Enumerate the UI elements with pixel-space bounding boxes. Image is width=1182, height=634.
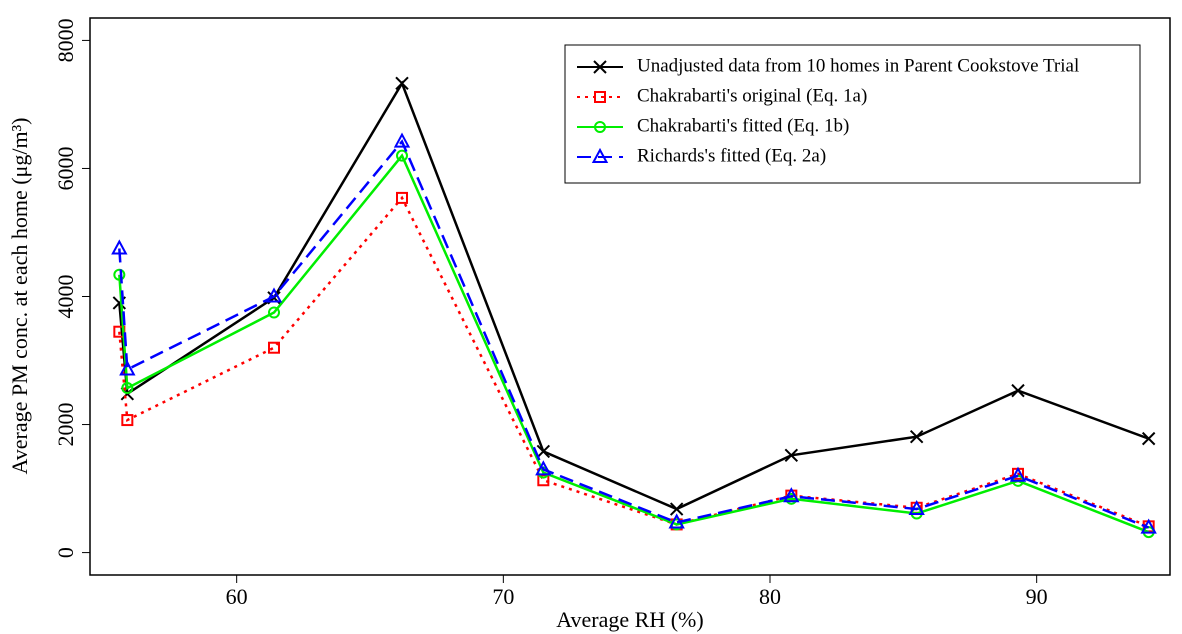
y-tick-label: 6000: [53, 146, 78, 190]
marker: [594, 121, 606, 133]
marker: [1009, 466, 1027, 482]
y-tick-label: 8000: [53, 18, 78, 62]
marker: [121, 382, 134, 395]
marker: [1141, 431, 1156, 446]
legend-label: Richards's fitted (Eq. 2a): [637, 145, 826, 166]
legend: Unadjusted data from 10 homes in Parent …: [564, 44, 1141, 184]
marker: [593, 60, 607, 74]
marker: [535, 460, 552, 476]
y-axis-label: Average PM conc. at each home (μg/m³): [7, 117, 32, 474]
y-tick-label: 2000: [53, 403, 78, 447]
marker: [393, 132, 411, 148]
marker: [119, 360, 136, 376]
legend-label: Chakrabarti's fitted (Eq. 1b): [637, 115, 849, 136]
marker: [396, 149, 408, 162]
marker: [1140, 518, 1157, 534]
marker: [395, 76, 409, 91]
marker: [113, 268, 126, 281]
legend-label: Unadjusted data from 10 homes in Parent …: [637, 55, 1079, 76]
marker: [669, 502, 684, 516]
y-tick-label: 0: [53, 547, 78, 558]
series-line: [118, 153, 1150, 534]
marker: [268, 306, 280, 319]
marker: [908, 499, 925, 516]
marker: [591, 147, 609, 163]
x-tick-label: 90: [1026, 584, 1048, 609]
marker: [783, 487, 800, 503]
marker: [111, 239, 128, 255]
series-line: [118, 195, 1150, 528]
x-tick-label: 70: [492, 584, 514, 609]
marker: [268, 341, 280, 354]
series-line: [118, 80, 1150, 511]
x-tick-label: 60: [226, 584, 248, 609]
x-tick-label: 80: [759, 584, 781, 609]
y-tick-label: 4000: [53, 275, 78, 319]
marker: [909, 430, 924, 444]
marker: [668, 513, 685, 529]
legend-box: [564, 44, 1141, 184]
marker: [594, 91, 606, 103]
x-axis-label: Average RH (%): [556, 607, 703, 632]
marker: [784, 448, 799, 462]
marker: [1011, 383, 1025, 398]
marker: [121, 414, 134, 427]
legend-label: Chakrabarti's original (Eq. 1a): [637, 85, 867, 106]
series-line: [118, 139, 1150, 529]
marker: [396, 191, 408, 204]
marker: [536, 444, 551, 459]
marker: [265, 287, 283, 303]
